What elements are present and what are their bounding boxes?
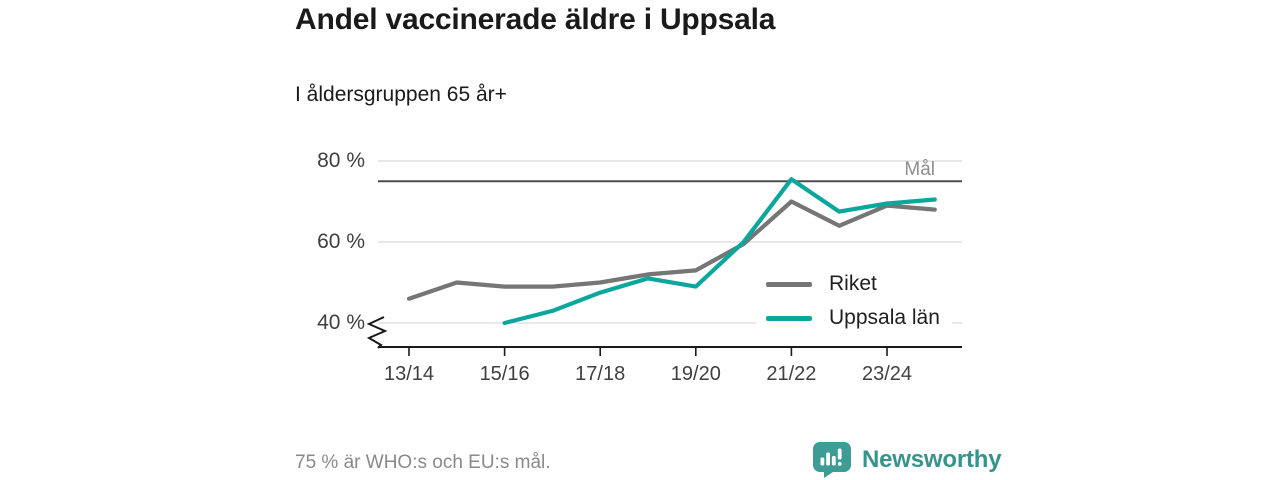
goal-line-label: Mål <box>904 159 935 180</box>
series-line-riket <box>406 199 937 301</box>
x-tick-label: 19/20 <box>670 363 721 385</box>
series-line-uppsala-län <box>502 177 937 326</box>
legend-item-riket: Riket <box>766 272 940 296</box>
legend-swatch-uppsala <box>766 315 812 321</box>
y-tick-label: 60 % <box>317 230 365 253</box>
page-subtitle: I åldersgruppen 65 år+ <box>295 83 507 106</box>
y-tick-label: 80 % <box>317 149 365 172</box>
x-tick-label: 15/16 <box>479 363 530 385</box>
axis-break-icon <box>366 316 388 349</box>
legend-item-uppsala: Uppsala län <box>766 306 940 330</box>
brand-block: Newsworthy <box>812 441 1002 479</box>
legend-swatch-riket <box>766 281 812 287</box>
x-tick-label: 17/18 <box>575 363 626 385</box>
legend: Riket Uppsala län <box>756 265 952 338</box>
x-tick-label: 23/24 <box>861 363 913 385</box>
x-tick-label: 21/22 <box>766 363 817 385</box>
x-tick-label: 13/14 <box>383 363 435 385</box>
y-tick-label: 40 % <box>317 311 365 334</box>
legend-label-riket: Riket <box>829 272 877 295</box>
legend-label-uppsala: Uppsala län <box>829 306 940 329</box>
brand-name: Newsworthy <box>862 446 1002 473</box>
footnote: 75 % är WHO:s och EU:s mål. <box>295 452 551 473</box>
page-title: Andel vaccinerade äldre i Uppsala <box>295 3 776 36</box>
newsworthy-logo-icon <box>813 442 851 478</box>
